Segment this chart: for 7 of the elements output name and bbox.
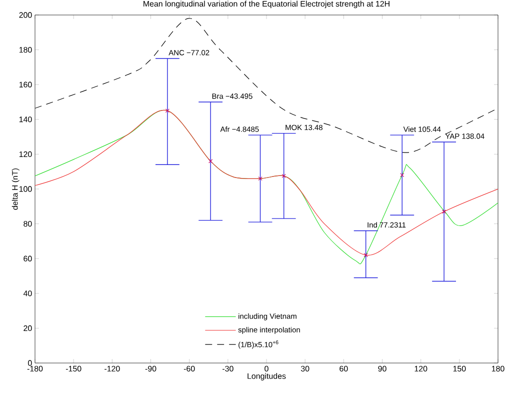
point (208, 159, 213, 164)
point (282, 174, 286, 178)
point (400, 173, 404, 178)
point (442, 210, 446, 214)
point (165, 108, 170, 113)
point (364, 253, 368, 258)
point (258, 176, 262, 181)
